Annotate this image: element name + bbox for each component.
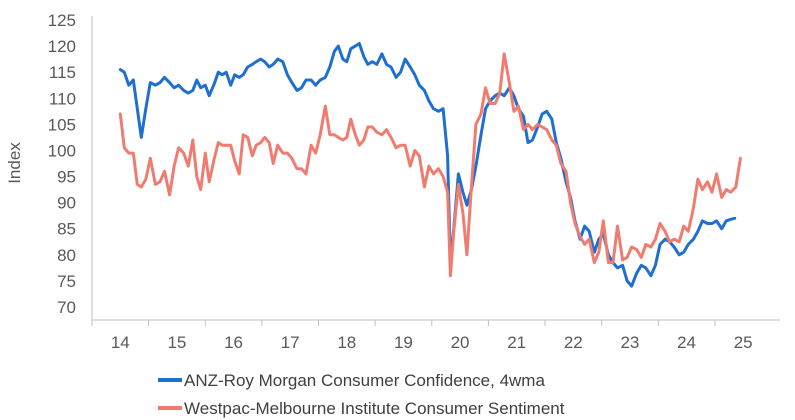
y-tick-label: 90 — [57, 194, 76, 213]
x-tick-label: 20 — [451, 333, 470, 352]
y-tick-label: 70 — [57, 298, 76, 317]
y-tick-label: 110 — [49, 89, 76, 108]
y-tick-label: 115 — [49, 63, 76, 82]
y-tick-label: 95 — [57, 168, 76, 187]
legend-label: Westpac-Melbourne Institute Consumer Sen… — [184, 399, 565, 418]
x-tick-label: 15 — [167, 333, 186, 352]
x-tick-label: 23 — [620, 333, 639, 352]
x-tick-label: 18 — [337, 333, 356, 352]
y-tick-label: 80 — [57, 246, 76, 265]
series-line-1 — [118, 42, 737, 288]
x-tick-label: 25 — [734, 333, 753, 352]
legend: ANZ-Roy Morgan Consumer Confidence, 4wma… — [158, 371, 565, 418]
x-tick-label: 14 — [111, 333, 130, 352]
y-tick-label: 125 — [48, 11, 76, 30]
x-tick-label: 22 — [564, 333, 583, 352]
x-tick-label: 24 — [677, 333, 696, 352]
y-tick-label: 100 — [48, 141, 76, 160]
x-axis: 14 15 16 17 18 19 20 21 22 23 24 25 — [91, 319, 780, 352]
y-tick-label: 105 — [48, 115, 76, 134]
legend-label: ANZ-Roy Morgan Consumer Confidence, 4wma — [184, 371, 545, 390]
x-tick-label: 21 — [507, 333, 526, 352]
x-tick-label: 17 — [281, 333, 300, 352]
y-axis-title: Index — [5, 142, 24, 184]
y-tick-label: 75 — [57, 272, 76, 291]
y-axis: 70 75 80 85 90 95 100 105 110 115 120 125 — [48, 11, 93, 320]
y-tick-label: 85 — [57, 220, 76, 239]
series-line-2 — [118, 52, 742, 278]
x-tick-label: 16 — [224, 333, 243, 352]
y-tick-label: 120 — [48, 37, 76, 56]
x-tick-label: 19 — [394, 333, 413, 352]
plot-area — [118, 42, 742, 288]
